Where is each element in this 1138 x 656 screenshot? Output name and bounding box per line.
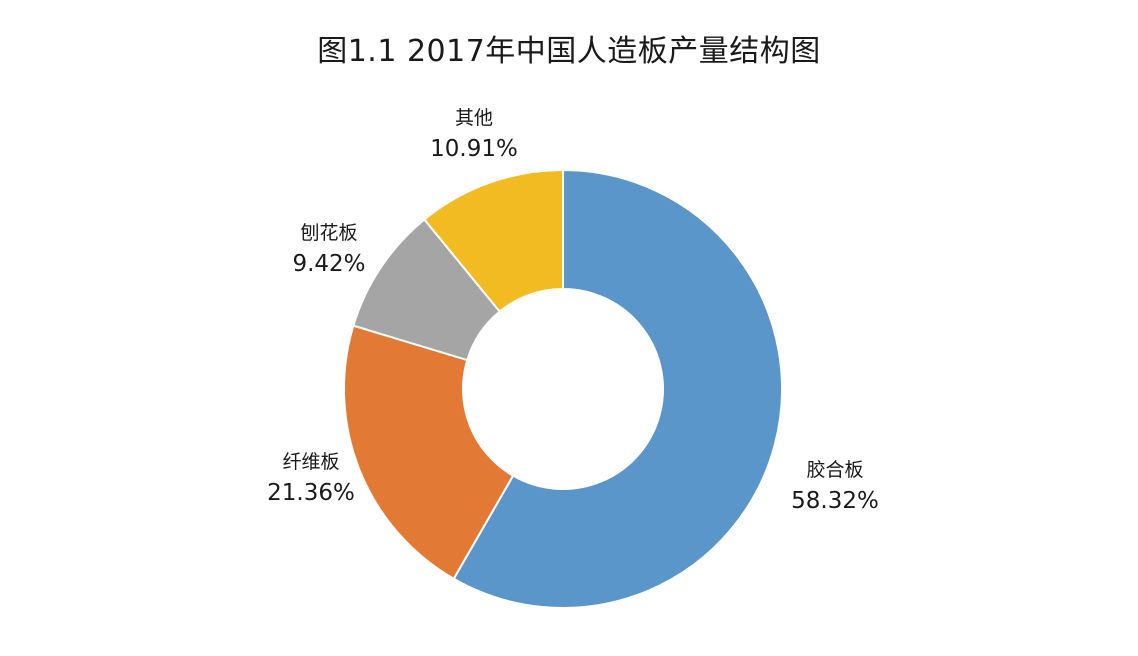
slice-label-value-plywood: 58.32% bbox=[791, 488, 879, 514]
donut-slice-fiberboard bbox=[343, 324, 515, 581]
donut-slice-other bbox=[422, 168, 564, 313]
slice-label-value-other: 10.91% bbox=[430, 136, 518, 162]
slice-label-name-fiberboard: 纤维板 bbox=[282, 451, 339, 473]
slice-label-name-other: 其他 bbox=[455, 107, 493, 129]
slice-label-value-fiberboard: 21.36% bbox=[267, 480, 355, 506]
slice-label-name-plywood: 胶合板 bbox=[806, 459, 863, 481]
chart-title: 图1.1 2017年中国人造板产量结构图 bbox=[317, 34, 821, 69]
slice-label-value-particleboard: 9.42% bbox=[292, 251, 365, 277]
donut-slice-plywood bbox=[452, 168, 783, 609]
slice-label-name-particleboard: 刨花板 bbox=[300, 222, 357, 244]
